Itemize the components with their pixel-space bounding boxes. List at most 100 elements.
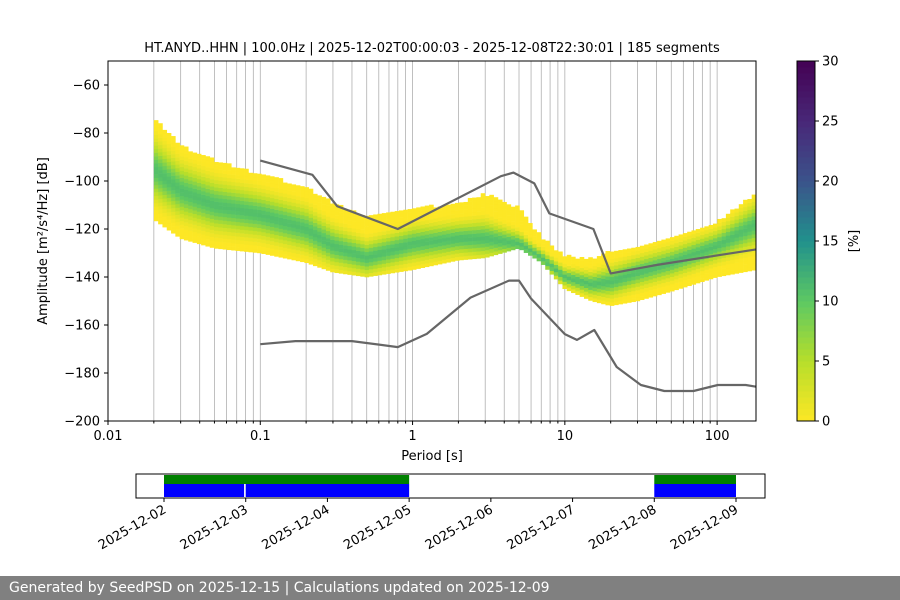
heat-cell [192,224,198,229]
heat-cell [153,141,159,146]
heat-cell [730,263,735,268]
heat-cell [519,221,525,225]
heat-cell [244,244,249,249]
heat-cell [596,274,602,278]
heat-cell [334,261,340,266]
heat-cell [644,294,649,299]
heat-cell [287,226,292,231]
heat-cell [730,241,735,246]
heat-cell [347,234,352,239]
heat-cell [282,247,288,252]
heat-cell [480,218,486,223]
heat-cell [175,232,180,237]
heat-cell [622,296,628,300]
heat-cell [166,154,172,159]
heat-cell [153,210,159,215]
heat-cell [661,250,666,255]
heat-cell [446,258,451,263]
heat-cell [734,215,740,220]
heat-cell [493,211,499,216]
heat-cell [261,181,266,186]
heat-cell [222,195,228,200]
heat-cell [343,227,348,232]
heat-cell [493,251,499,256]
heat-cell [674,257,679,262]
heat-cell [295,185,301,190]
heat-cell [725,217,731,222]
heat-cell [373,250,378,255]
heat-cell [661,239,666,244]
heat-cell [300,254,305,259]
heat-cell [368,229,374,234]
heat-cell [360,218,365,223]
heat-cell [691,280,697,285]
heat-cell [153,130,159,135]
heat-cell [403,260,408,265]
heat-cell [231,217,236,222]
heat-cell [282,240,288,245]
heat-cell [274,205,279,210]
heat-cell [566,258,572,263]
heat-cell [252,241,258,246]
heat-cell [614,279,619,284]
heat-cell [622,256,628,261]
heat-cell [282,243,288,248]
heat-cell [287,187,292,191]
heat-cell [454,217,460,222]
colorbar-segment [797,373,815,380]
heat-cell [390,251,396,256]
heat-cell [399,213,404,218]
heat-cell [257,238,262,243]
heat-cell [712,263,718,268]
heat-cell [416,221,421,226]
heat-cell [549,263,555,268]
heat-cell [751,208,757,213]
heat-cell [678,241,684,246]
colorbar-segment [797,301,815,308]
heat-cell [162,223,168,228]
heat-cell [416,257,421,262]
heat-cell [312,251,318,256]
heat-cell [476,254,482,259]
heat-cell [252,245,258,250]
heat-cell [708,275,714,280]
heat-cell [605,272,611,277]
heat-cell [562,281,568,286]
heat-cell [343,230,348,235]
heat-cell [235,207,241,212]
heat-cell [355,272,361,277]
heat-cell [424,223,430,228]
colorbar-segment [797,79,815,86]
heat-cell [540,261,546,265]
heat-cell [390,244,396,249]
heat-cell [704,269,709,274]
heat-cell [721,264,727,269]
heat-cell [226,246,232,251]
heat-cell [394,218,400,223]
heat-cell [562,274,568,279]
heat-cell [222,216,228,221]
heat-cell [300,196,305,201]
heat-cell [472,222,477,227]
heat-cell [381,259,387,264]
heat-cell [317,224,322,229]
heat-cell [257,184,262,189]
heat-cell [463,223,469,228]
heat-cell [226,242,232,247]
heat-cell [626,248,632,253]
heat-cell [463,248,469,253]
heat-cell [158,141,163,146]
heat-cell [351,235,357,240]
heat-cell [579,285,585,290]
heat-cell [622,252,628,257]
heat-cell [192,213,198,218]
heat-cell [162,198,168,203]
heat-cell [657,266,662,270]
heat-cell [368,233,374,238]
heat-cell [472,211,477,216]
heat-cell [450,207,456,212]
heat-cell [338,230,344,235]
heat-cell [269,212,275,217]
heat-cell [300,211,305,216]
heat-cell [416,214,421,219]
